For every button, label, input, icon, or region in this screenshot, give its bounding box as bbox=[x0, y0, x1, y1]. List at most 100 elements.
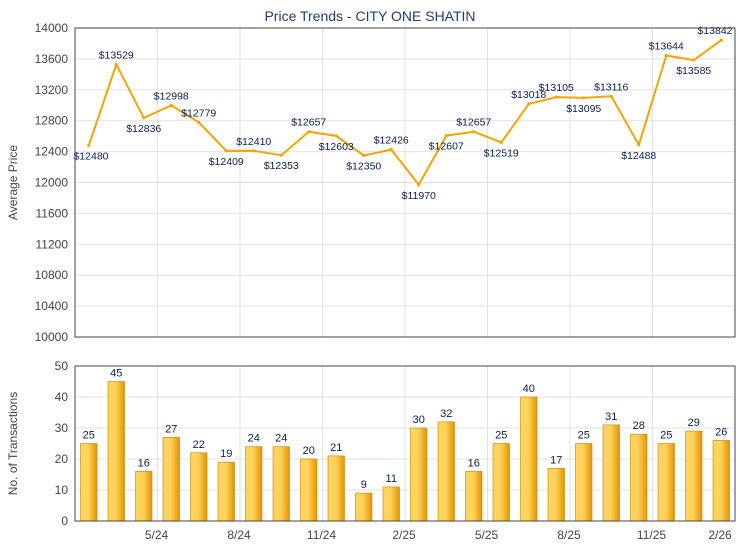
price-data-label: $12607 bbox=[429, 141, 464, 153]
price-data-label: $13018 bbox=[511, 89, 546, 101]
transaction-bar-label: 40 bbox=[523, 383, 535, 395]
transaction-bar-label: 25 bbox=[578, 430, 590, 442]
price-data-label: $13105 bbox=[539, 82, 574, 94]
transaction-bar bbox=[107, 381, 125, 522]
transaction-bar-label: 31 bbox=[605, 411, 617, 423]
price-data-label: $12353 bbox=[264, 160, 299, 172]
price-data-label: $13644 bbox=[649, 41, 684, 53]
transaction-bar-label: 28 bbox=[633, 420, 645, 432]
price-point bbox=[692, 58, 696, 62]
price-data-label: $12998 bbox=[154, 90, 189, 102]
transactions-plot-frame bbox=[74, 365, 736, 522]
price-point bbox=[472, 130, 476, 134]
x-tick-label: 5/25 bbox=[475, 528, 499, 542]
x-tick-label: 2/26 bbox=[708, 528, 732, 542]
transaction-bar bbox=[465, 471, 483, 522]
transaction-bar bbox=[575, 443, 593, 522]
transaction-bar-label: 25 bbox=[660, 430, 672, 442]
price-data-label: $12410 bbox=[236, 136, 271, 148]
price-y-tick-label: 13200 bbox=[35, 83, 69, 97]
transactions-bars bbox=[80, 381, 730, 522]
transaction-bar bbox=[492, 443, 510, 522]
price-point bbox=[664, 53, 668, 58]
price-grid bbox=[75, 27, 735, 338]
price-y-tick-label: 11200 bbox=[36, 237, 69, 251]
price-point bbox=[114, 62, 118, 66]
price-point bbox=[637, 143, 641, 147]
transaction-bar-label: 21 bbox=[330, 442, 342, 454]
price-data-label: $13095 bbox=[566, 103, 601, 115]
transaction-bar-label: 24 bbox=[275, 433, 287, 445]
price-data-label: $12488 bbox=[621, 150, 656, 162]
price-point bbox=[334, 134, 338, 138]
x-tick-label: 11/24 bbox=[307, 528, 336, 542]
price-plot-frame bbox=[74, 27, 736, 338]
price-point bbox=[279, 153, 283, 157]
transaction-bar bbox=[685, 430, 703, 522]
price-y-tick-label: 12800 bbox=[35, 114, 69, 128]
transaction-bar bbox=[520, 396, 538, 522]
transaction-bar bbox=[162, 436, 180, 522]
transaction-bar bbox=[300, 458, 318, 522]
transaction-bar-label: 9 bbox=[361, 479, 367, 491]
transactions-y-tick-label: 10 bbox=[55, 483, 69, 497]
price-point bbox=[169, 103, 173, 108]
price-data-label: $12409 bbox=[209, 156, 244, 168]
transaction-bar bbox=[437, 421, 455, 522]
transaction-bar-label: 16 bbox=[138, 457, 150, 469]
price-y-tick-label: 10000 bbox=[35, 330, 69, 344]
transaction-bar-label: 25 bbox=[83, 430, 95, 442]
price-point bbox=[224, 149, 228, 153]
transaction-bar-label: 27 bbox=[165, 423, 177, 435]
price-point bbox=[142, 116, 146, 120]
transaction-bar-label: 25 bbox=[495, 430, 507, 442]
price-y-tick-label: 10400 bbox=[35, 299, 69, 313]
x-tick-label: 5/24 bbox=[145, 528, 169, 542]
price-y-tick-label: 12400 bbox=[35, 145, 69, 159]
transactions-y-tick-label: 0 bbox=[61, 514, 68, 528]
transactions-y-tick-label: 30 bbox=[55, 421, 69, 435]
x-tick-label: 11/25 bbox=[637, 528, 666, 542]
price-point bbox=[307, 130, 311, 134]
price-point bbox=[609, 94, 613, 98]
price-point bbox=[499, 140, 503, 145]
price-point bbox=[527, 102, 531, 106]
transaction-bar-label: 24 bbox=[248, 433, 260, 445]
price-point bbox=[362, 153, 366, 158]
transaction-bar bbox=[382, 486, 400, 522]
transaction-bar-label: 26 bbox=[715, 426, 727, 438]
transaction-bar bbox=[245, 446, 263, 522]
price-point bbox=[554, 95, 558, 99]
price-y-tick-label: 14000 bbox=[35, 21, 69, 35]
price-y-tick-label: 12000 bbox=[35, 176, 69, 190]
price-point bbox=[87, 143, 91, 148]
price-point bbox=[444, 134, 448, 138]
price-point bbox=[582, 96, 586, 100]
price-data-labels: $12480 $13529 $12836 $12998 $12779 $12409 $124… bbox=[73, 25, 732, 202]
x-tick-label: 2/25 bbox=[392, 528, 416, 542]
price-data-label: $12519 bbox=[484, 147, 519, 159]
price-line bbox=[87, 39, 722, 186]
price-y-tick-label: 11600 bbox=[36, 206, 69, 220]
transaction-bar-label: 30 bbox=[413, 414, 425, 426]
x-tick-label: 8/24 bbox=[227, 528, 251, 542]
transaction-bar bbox=[657, 443, 675, 522]
price-data-label: $12480 bbox=[73, 150, 108, 162]
price-data-label: $12779 bbox=[181, 107, 216, 119]
x-tick-label: 8/25 bbox=[557, 528, 581, 542]
price-data-label: $13842 bbox=[697, 25, 732, 37]
transaction-bar bbox=[712, 440, 730, 522]
transaction-bar bbox=[80, 443, 98, 522]
price-data-label: $12350 bbox=[346, 160, 381, 172]
price-data-label: $12836 bbox=[126, 123, 161, 135]
transaction-bar bbox=[547, 467, 565, 522]
price-data-label: $12657 bbox=[291, 117, 326, 129]
price-series bbox=[87, 38, 723, 187]
transactions-bar-labels: 25 45 16 27 22 19 24 24 20 21 9 11 30 32 16 25 40 17 25 31 2… bbox=[83, 368, 728, 492]
price-point bbox=[252, 149, 256, 153]
plot-frames bbox=[74, 27, 736, 522]
axis-labels: 1000010400108001120011600120001240012800… bbox=[6, 21, 732, 542]
price-data-label: $13585 bbox=[676, 65, 711, 77]
